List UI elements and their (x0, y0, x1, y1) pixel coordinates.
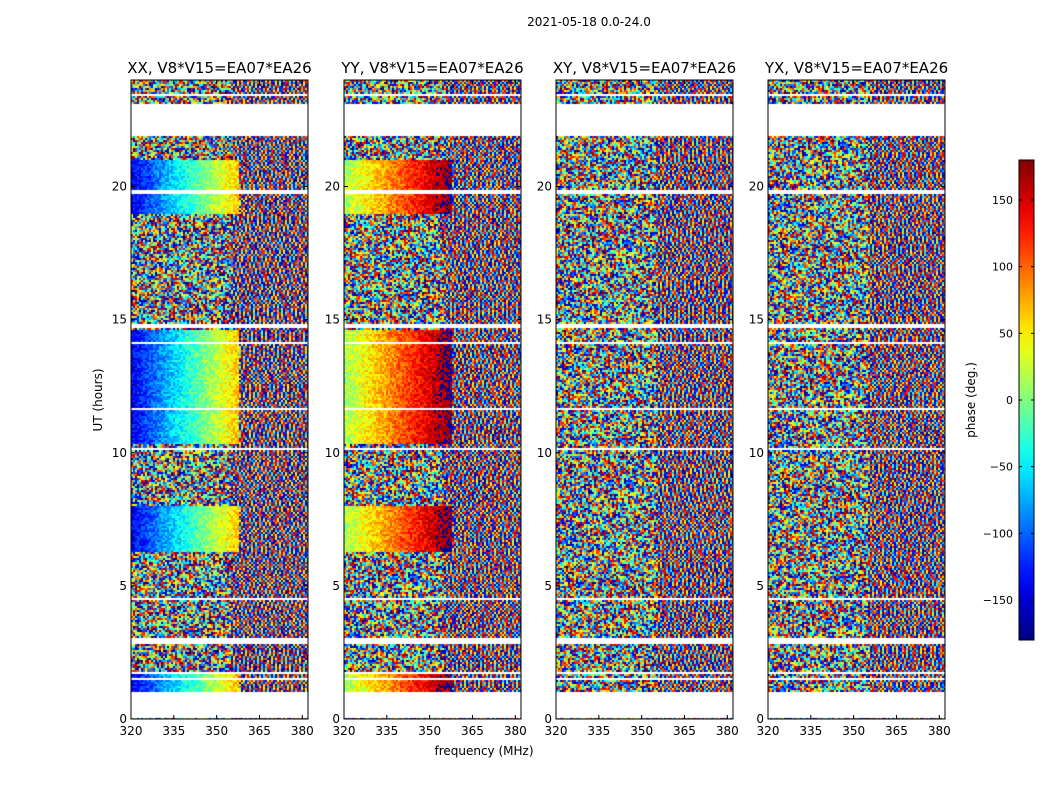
y-tick-label: 5 (119, 579, 127, 593)
x-tick-label: 350 (630, 724, 653, 738)
y-tick-label: 20 (325, 180, 340, 194)
y-tick-label: 10 (749, 446, 764, 460)
colorbar: 150 100 50 0 −50 −100 −150 (983, 159, 1035, 641)
y-tick-label: 15 (749, 313, 764, 327)
y-axis-label: UT (hours) (91, 368, 105, 431)
x-tick-label: 320 (545, 724, 568, 738)
phase-raster-0 (131, 80, 308, 719)
panel-frame-0 (130, 79, 309, 720)
x-tick-label: 380 (928, 724, 951, 738)
colorbar-label: phase (deg.) (964, 362, 978, 438)
panel-frame-3 (767, 79, 946, 720)
y-tick-label: 15 (112, 313, 127, 327)
y-tick-label: 5 (756, 579, 764, 593)
x-tick-label: 365 (673, 724, 696, 738)
panel-frame-1 (343, 79, 522, 720)
y-tick-label: 15 (325, 313, 340, 327)
panels-group: XX, V8*V15=EA07*EA26 320 335 350 365 380 0 5 10 1… (112, 59, 951, 738)
x-tick-label: 365 (461, 724, 484, 738)
x-tick-label: 335 (799, 724, 822, 738)
panel-1: YY, V8*V15=EA07*EA26 320 335 350 365 380 0 5 10 1… (325, 59, 527, 738)
y-tick-label: 0 (332, 712, 340, 726)
y-tick-label: 5 (544, 579, 552, 593)
panel-title-0: XX, V8*V15=EA07*EA26 (127, 59, 311, 77)
panel-0: XX, V8*V15=EA07*EA26 320 335 350 365 380 0 5 10 1… (112, 59, 314, 738)
colorbar-tick-label: 150 (992, 194, 1013, 207)
y-tick-label: 0 (756, 712, 764, 726)
colorbar-tick-label: −100 (983, 527, 1013, 540)
y-tick-label: 20 (112, 180, 127, 194)
x-tick-label: 350 (205, 724, 228, 738)
panel-title-2: XY, V8*V15=EA07*EA26 (553, 59, 736, 77)
x-tick-label: 320 (757, 724, 780, 738)
panel-title-1: YY, V8*V15=EA07*EA26 (340, 59, 523, 77)
figure-title: 2021-05-18 0.0-24.0 (527, 15, 651, 29)
panel-3: YX, V8*V15=EA07*EA26 320 335 350 365 380 0 5 10 1… (749, 59, 951, 738)
colorbar-tick-label: 100 (992, 261, 1013, 274)
colorbar-tick-label: 0 (1006, 394, 1013, 407)
x-tick-label: 335 (587, 724, 610, 738)
y-tick-label: 10 (325, 446, 340, 460)
y-tick-label: 5 (332, 579, 340, 593)
x-tick-label: 380 (716, 724, 739, 738)
x-tick-label: 380 (504, 724, 527, 738)
panel-2: XY, V8*V15=EA07*EA26 320 335 350 365 380 0 5 10 1… (537, 59, 739, 738)
x-tick-label: 335 (375, 724, 398, 738)
x-tick-label: 320 (333, 724, 356, 738)
colorbar-tick-label: −150 (983, 594, 1013, 607)
x-tick-label: 365 (885, 724, 908, 738)
colorbar-tick-label: 50 (999, 327, 1013, 340)
phase-raster-2 (556, 80, 733, 719)
y-tick-label: 0 (544, 712, 552, 726)
y-tick-label: 15 (537, 313, 552, 327)
x-tick-label: 380 (291, 724, 314, 738)
panel-frame-2 (555, 79, 734, 720)
x-tick-label: 320 (120, 724, 143, 738)
x-tick-label: 365 (248, 724, 271, 738)
phase-raster-1 (344, 80, 521, 719)
y-tick-label: 0 (119, 712, 127, 726)
x-axis-label: frequency (MHz) (434, 744, 533, 758)
y-tick-label: 10 (112, 446, 127, 460)
colorbar-tick-label: −50 (990, 461, 1013, 474)
y-tick-label: 20 (537, 180, 552, 194)
y-tick-label: 10 (537, 446, 552, 460)
panel-title-3: YX, V8*V15=EA07*EA26 (764, 59, 948, 77)
y-tick-label: 20 (749, 180, 764, 194)
x-tick-label: 350 (842, 724, 865, 738)
phase-raster-3 (768, 80, 945, 719)
x-tick-label: 335 (162, 724, 185, 738)
x-tick-label: 350 (418, 724, 441, 738)
